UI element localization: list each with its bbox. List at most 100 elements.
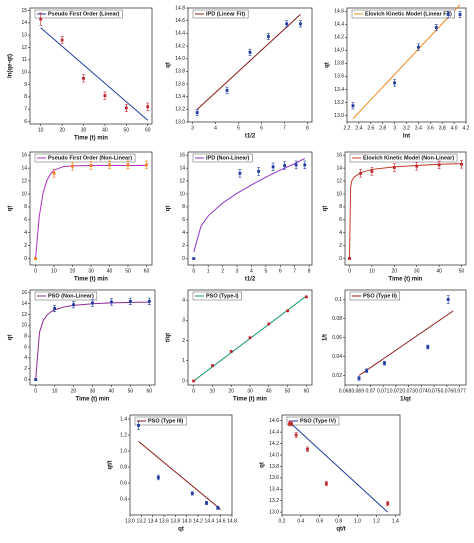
y-tick-label: 14 — [336, 165, 342, 171]
x-tick-label: 14.4 — [204, 518, 214, 524]
x-tick-label: 2.8 — [379, 125, 386, 131]
y-tick-label: 14.2 — [334, 35, 344, 41]
legend-box — [349, 153, 458, 163]
legend-label: PSO (Type III) — [148, 418, 184, 424]
y-tick-label: 13.2 — [334, 100, 344, 106]
data-point — [248, 50, 252, 54]
x-tick-label: 40 — [266, 388, 272, 394]
data-point — [145, 163, 148, 167]
data-point — [283, 164, 287, 167]
x-tick-label: 0.075 — [428, 388, 441, 394]
x-tick-label: 3 — [191, 125, 194, 131]
y-tick-label: 14 — [21, 165, 27, 171]
data-point — [103, 94, 107, 98]
y-tick-label: 0.8 — [120, 464, 127, 470]
y-axis-label: qt — [166, 206, 172, 212]
y-tick-label: 13.6 — [175, 81, 185, 87]
x-axis-label: t1/2 — [245, 134, 256, 140]
x-tick-label: 0.074 — [415, 388, 428, 394]
x-tick-label: 20 — [59, 127, 65, 133]
x-tick-label: 20 — [71, 388, 77, 394]
data-point — [238, 171, 242, 175]
x-tick-label: 4.2 — [463, 125, 470, 131]
x-tick-label: 30 — [81, 127, 87, 133]
x-tick-label: 1 — [207, 268, 210, 274]
data-point — [124, 106, 128, 110]
data-point — [417, 45, 420, 49]
y-tick-label: 13.6 — [334, 74, 344, 80]
fit-line — [138, 441, 221, 510]
data-point — [110, 300, 113, 304]
x-tick-label: 13.0 — [125, 518, 135, 524]
data-point — [146, 105, 150, 109]
y-tick-label: 11 — [22, 57, 27, 63]
x-axis-label: Time (t) min — [233, 397, 267, 403]
x-tick-label: 14.0 — [182, 518, 192, 524]
y-axis-label: qt — [8, 206, 14, 212]
legend-box — [286, 416, 340, 426]
y-tick-label: 0.4 — [120, 496, 127, 502]
y-tick-label: 14.2 — [175, 43, 185, 49]
x-tick-label: 6 — [279, 268, 282, 274]
x-tick-label: 50 — [125, 268, 131, 274]
legend-box — [351, 9, 455, 19]
legend-label: Elovich Kinetic Model (Non-Linear) — [363, 155, 454, 161]
x-tick-label: 0 — [34, 388, 37, 394]
data-point — [52, 171, 56, 175]
y-tick-label: 2 — [182, 243, 185, 249]
y-tick-label: 13.4 — [269, 487, 279, 493]
data-point — [460, 162, 463, 166]
y-tick-label: 0 — [182, 256, 185, 262]
y-tick-label: 6 — [339, 217, 342, 223]
y-tick-label: 12 — [336, 178, 342, 184]
legend-box — [34, 9, 123, 19]
y-tick-label: 13.4 — [175, 94, 185, 100]
data-point — [225, 88, 229, 92]
x-tick-label: 2.2 — [344, 125, 351, 131]
y-tick-label: 12 — [21, 178, 27, 184]
y-tick-label: 10 — [21, 69, 27, 75]
x-tick-label: 7 — [293, 268, 296, 274]
legend-box — [349, 291, 401, 301]
x-axis-label: t1/2 — [245, 277, 256, 283]
fit-line — [40, 27, 149, 121]
x-axis-label: qt/t — [336, 527, 345, 533]
x-tick-label: 50 — [459, 268, 465, 274]
data-point — [446, 298, 450, 301]
x-tick-label: 1.4 — [392, 518, 399, 524]
y-tick-label: 7 — [24, 107, 27, 113]
plot-frame — [129, 414, 233, 516]
data-point — [248, 336, 252, 340]
legend-label: IPD (Non-Linear) — [206, 155, 250, 161]
x-tick-label: 13.6 — [159, 518, 169, 524]
data-point — [286, 309, 289, 313]
panel: 10 20 30 40 50 60 6 7 8 9 10 11 12 13 14 15 Time (t) min… — [8, 7, 153, 142]
data-point — [91, 301, 94, 305]
panel: 0 10 20 30 40 50 60 0 2 4 6 8 10 12 14 16 Time (t) min qt… — [8, 289, 156, 403]
y-tick-label: 9 — [24, 82, 27, 88]
data-point — [365, 369, 369, 373]
data-point — [304, 295, 308, 299]
data-point — [357, 376, 361, 380]
x-tick-label: 30 — [414, 268, 420, 274]
x-tick-label: 0 — [34, 268, 37, 274]
x-tick-label: 60 — [145, 127, 151, 133]
panel: 0 10 20 30 40 50 60 0 1 2 3 4 Time (t) min t/qt PSO (T… — [166, 289, 313, 403]
x-tick-label: 0.071 — [377, 388, 390, 394]
legend-label: PSO (Type IV) — [300, 418, 336, 424]
y-tick-label: 14.6 — [269, 418, 279, 424]
x-tick-label: 13.4 — [148, 518, 158, 524]
data-point — [53, 307, 57, 310]
x-tick-label: 3.6 — [427, 125, 434, 131]
y-axis-label: qt — [166, 62, 172, 68]
data-point — [211, 364, 214, 367]
x-tick-label: 0.068 — [339, 388, 352, 394]
x-tick-label: 30 — [247, 388, 253, 394]
legend-label: Elovich Kinetic Model (Linear Fit) — [365, 11, 452, 17]
y-tick-label: 0.02 — [332, 373, 342, 379]
y-tick-label: 14.0 — [269, 452, 279, 458]
x-tick-label: 3 — [393, 125, 396, 131]
y-tick-label: 13.0 — [269, 509, 279, 515]
panel: 2.2 2.4 2.6 2.8 3 3.2 3.4 3.6 3.8 4.0 4.2 13.0 13.2 1… — [325, 4, 470, 140]
